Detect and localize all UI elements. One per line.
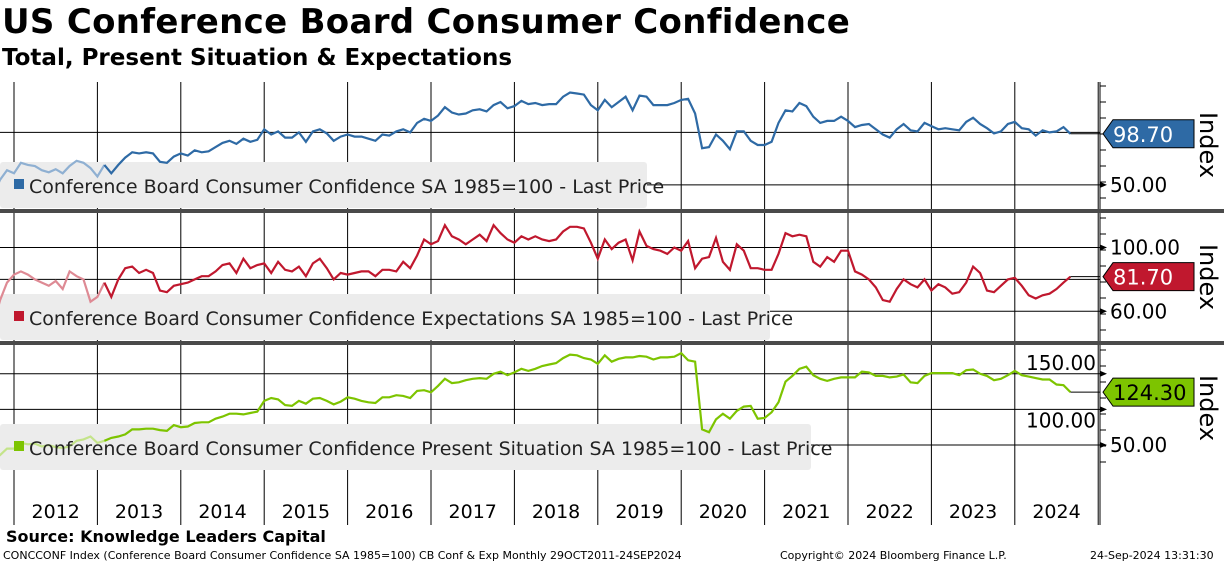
last-value-label: 98.70	[1113, 123, 1173, 147]
legend-swatch	[14, 441, 24, 451]
footer-ticker-info: CONCCONF Index (Conference Board Consume…	[3, 549, 682, 562]
x-tick-label: 2014	[198, 501, 246, 523]
axis-tick-arrow	[1100, 370, 1107, 377]
series-line	[103, 91, 1072, 176]
legend-label: Conference Board Consumer Confidence SA …	[29, 176, 664, 198]
x-tick-label: 2016	[365, 501, 413, 523]
x-tick-label: 2019	[615, 501, 663, 523]
series-line-early	[0, 269, 106, 305]
y-axis-label: Index	[1194, 375, 1222, 441]
x-tick-label: 2024	[1032, 501, 1080, 523]
y-tick-label: 100.00	[1026, 408, 1096, 432]
series-line-early	[0, 159, 106, 183]
footer-timestamp: 24-Sep-2024 13:31:30	[1090, 549, 1214, 562]
last-value-label: 81.70	[1113, 266, 1173, 290]
source-note: Source: Knowledge Leaders Capital	[6, 527, 326, 546]
panel-divider	[0, 341, 1224, 345]
axis-tick-arrow	[1100, 308, 1107, 315]
x-tick-label: 2022	[866, 501, 914, 523]
axis-tick-arrow	[1100, 406, 1107, 413]
y-axis-label: Index	[1194, 244, 1222, 310]
legend-box	[0, 294, 770, 340]
x-tick-label: 2013	[115, 501, 163, 523]
chart-area: 2012 2013 2014 2015 2016 2017 2018 2019 2020 2021…	[0, 82, 1224, 525]
series-line-early	[0, 435, 105, 457]
panel-divider	[0, 209, 1224, 213]
legend-label: Conference Board Consumer Confidence Exp…	[29, 308, 793, 330]
x-tick-label: 2015	[282, 501, 330, 523]
x-tick-label: 2023	[949, 501, 997, 523]
axis-tick-arrow	[1100, 244, 1107, 251]
y-tick-label: 50.00	[1110, 433, 1167, 457]
last-value-label: 124.30	[1113, 381, 1186, 405]
y-tick-label: 100.00	[1110, 235, 1180, 259]
series-line	[103, 351, 1072, 442]
legend-box	[0, 424, 811, 470]
x-tick-label: 2021	[782, 501, 830, 523]
x-tick-label: 2012	[32, 501, 80, 523]
legend-swatch	[14, 311, 24, 321]
legend-swatch	[14, 179, 24, 189]
y-tick-label: 60.00	[1110, 299, 1167, 323]
last-value-tag	[1102, 262, 1195, 292]
chart-title: US Conference Board Consumer Confidence	[2, 2, 851, 42]
axis-tick-arrow	[1100, 181, 1107, 188]
y-tick-label: 50.00	[1110, 173, 1167, 197]
x-tick-label: 2018	[532, 501, 580, 523]
legend-box	[0, 162, 647, 208]
x-tick-label: 2020	[699, 501, 747, 523]
footer-copyright: Copyright© 2024 Bloomberg Finance L.P.	[780, 549, 1007, 562]
last-value-tag	[1102, 119, 1195, 149]
last-value-tag	[1102, 377, 1195, 407]
y-axis-label: Index	[1194, 112, 1222, 178]
legend-label: Conference Board Consumer Confidence Pre…	[29, 438, 832, 460]
axis-tick-arrow	[1100, 442, 1107, 449]
x-tick-label: 2017	[449, 501, 497, 523]
chart-subtitle: Total, Present Situation & Expectations	[2, 45, 513, 71]
series-line	[103, 222, 1072, 303]
y-tick-label: 150.00	[1026, 351, 1096, 375]
